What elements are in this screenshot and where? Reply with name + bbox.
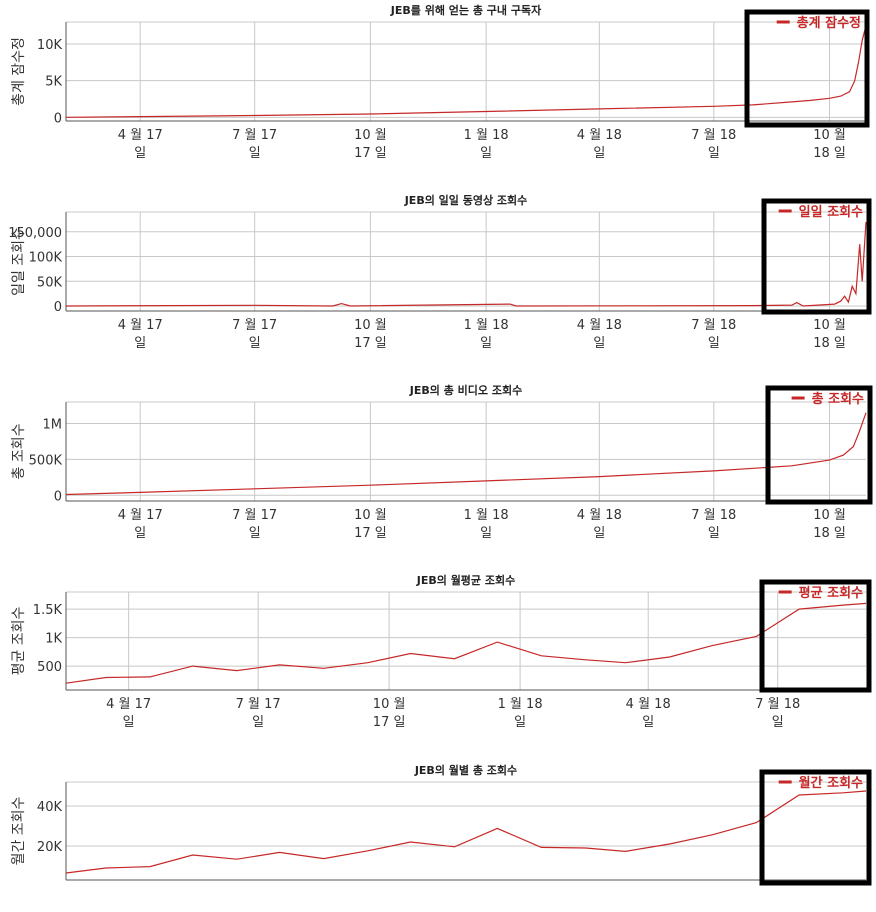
legend-label: 총 조회수 (812, 391, 864, 407)
y-axis-label: 총 조회수 (11, 423, 27, 479)
y-tick-label: 1.5K (33, 603, 63, 618)
y-tick-label: 150,000 (8, 226, 62, 241)
x-tick-label: 4 월 17 일 (118, 128, 163, 161)
highlight-box (744, 9, 870, 128)
series-line (65, 25, 867, 118)
x-tick-label: 10 월 17 일 (354, 318, 387, 351)
series-line (65, 221, 867, 307)
y-axis-label: 월간 조회수 (11, 796, 27, 865)
y-tick-label: 5K (45, 75, 62, 90)
x-tick-label: 1 월 18 일 (498, 697, 543, 730)
x-tick-label: 1 월 18 일 (464, 508, 509, 541)
x-tick-label: 7 월 18 일 (691, 318, 736, 351)
chart-title: JEB의 일일 동영상 조회수 (404, 193, 528, 207)
x-tick-label: 10 월 17 일 (354, 508, 387, 541)
x-tick-label: 4 월 17 일 (106, 697, 151, 730)
x-tick-label: 10 월 18 일 (813, 128, 846, 161)
highlight-box (765, 385, 873, 505)
x-tick-label: 7 월 18 일 (691, 508, 736, 541)
x-tick-label: 4 월 18 일 (577, 128, 622, 161)
y-tick-label: 500 (37, 660, 62, 675)
x-tick-label: 7 월 17 일 (232, 128, 277, 161)
series-line (65, 602, 867, 684)
y-axis-label: 일일 조회수 (11, 227, 27, 296)
x-tick-label: 7 월 17 일 (232, 318, 277, 351)
legend-label: 평균 조회수 (799, 585, 863, 601)
y-tick-label: 40K (37, 800, 63, 815)
y-tick-label: 20K (37, 840, 63, 855)
highlight-box (759, 769, 872, 886)
chart-title: JEB를 위해 얻는 총 구내 구독자 (390, 3, 542, 17)
x-tick-label: 4 월 18 일 (577, 508, 622, 541)
chart-title: JEB의 월별 총 조회수 (414, 763, 517, 777)
y-axis-label: 평균 조회수 (11, 606, 27, 675)
y-tick-label: 50K (37, 275, 63, 290)
x-tick-label: 4 월 17 일 (118, 318, 163, 351)
legend-label: 총계 잠수정 (797, 15, 861, 31)
y-tick-label: 0 (54, 300, 62, 315)
x-tick-label: 7 월 18 일 (691, 128, 736, 161)
y-axis-label: 총계 잠수정 (11, 37, 27, 106)
legend-label: 일일 조회수 (799, 204, 863, 220)
y-tick-label: 0 (54, 111, 62, 126)
highlight-box (759, 579, 872, 693)
x-tick-label: 4 월 18 일 (626, 697, 671, 730)
chart-title: JEB의 총 비디오 조회수 (409, 383, 522, 397)
y-tick-label: 1M (43, 418, 63, 433)
x-tick-label: 4 월 17 일 (118, 508, 163, 541)
x-tick-label: 1 월 18 일 (464, 318, 509, 351)
series-line (65, 790, 867, 874)
x-tick-label: 7 월 17 일 (236, 697, 281, 730)
x-tick-label: 10 월 17 일 (354, 128, 387, 161)
x-tick-label: 4 월 18 일 (577, 318, 622, 351)
x-tick-label: 10 월 17 일 (373, 697, 406, 730)
y-tick-label: 500K (29, 453, 63, 468)
y-tick-label: 100K (29, 251, 63, 266)
x-tick-label: 7 월 17 일 (232, 508, 277, 541)
legend-label: 월간 조회수 (799, 775, 863, 791)
chart-1: JEB를 위해 얻는 총 구내 구독자 10K 5K 0 4 월 17 일 7 월 17 일 1… (11, 3, 870, 161)
chart-2: JEB의 일일 동영상 조회수 150,000 100K 50K 0 4 월 17 일 7 월… (8, 193, 872, 351)
y-tick-label: 10K (37, 38, 63, 53)
x-tick-label: 10 월 18 일 (813, 318, 846, 351)
x-tick-label: 10 월 18 일 (813, 508, 846, 541)
x-tick-label: 1 월 18 일 (464, 128, 509, 161)
chart-title: JEB의 월평균 조회수 (416, 573, 516, 587)
y-tick-label: 1K (45, 632, 62, 647)
y-tick-label: 0 (54, 489, 62, 504)
series-line (65, 412, 867, 496)
highlight-box (761, 198, 872, 315)
x-tick-label: 7 월 18 일 (755, 697, 800, 730)
